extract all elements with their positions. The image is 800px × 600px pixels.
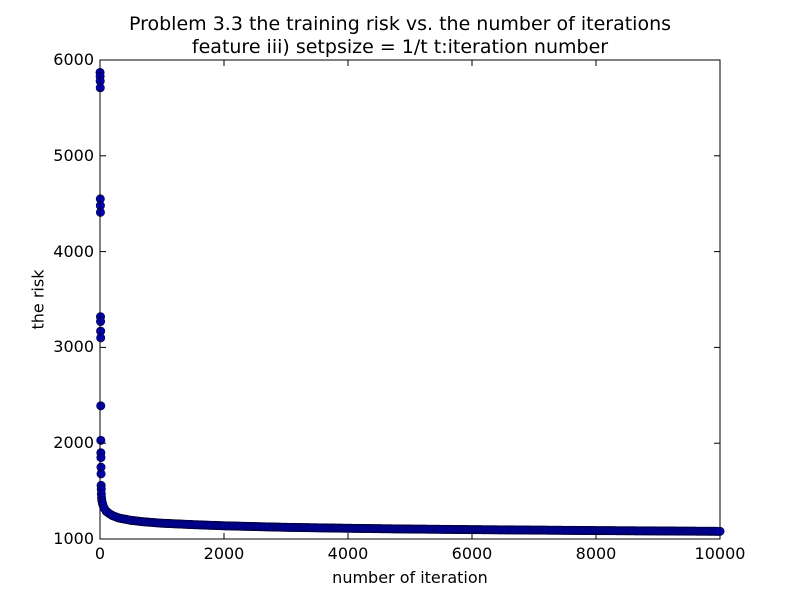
chart-title-line1: Problem 3.3 the training risk vs. the nu… xyxy=(128,13,672,35)
data-point-early-10 xyxy=(96,333,106,343)
data-point-early-8 xyxy=(96,317,106,327)
ticks-layer xyxy=(99,59,721,540)
points-layer xyxy=(95,67,725,536)
y-tick-label: 3000 xyxy=(53,337,94,357)
x-tick-label: 4000 xyxy=(327,544,369,563)
y-tick-label: 2000 xyxy=(53,433,94,453)
y-axis-label: the risk xyxy=(28,269,48,330)
data-point-early-14 xyxy=(96,453,106,463)
data-point-early-12 xyxy=(96,435,106,445)
data-point-early-16 xyxy=(96,469,106,479)
plot-frame xyxy=(99,59,721,540)
y-tick-label: 5000 xyxy=(53,145,94,165)
x-tick-label: 0 xyxy=(94,544,106,563)
y-tick-label: 1000 xyxy=(53,529,94,548)
x-tick-label: 6000 xyxy=(451,544,493,563)
y-tick-label: 6000 xyxy=(53,50,94,69)
y-tick-label: 4000 xyxy=(53,241,94,261)
data-point-early-11 xyxy=(96,401,106,411)
x-axis-label: number of iteration xyxy=(332,568,488,587)
chart-title-line2: feature iii) setpsize = 1/t t:iteration … xyxy=(191,36,609,58)
x-tick-label: 2000 xyxy=(203,544,245,563)
x-tick-label: 8000 xyxy=(575,544,617,563)
x-tick-label: 10000 xyxy=(694,544,746,563)
